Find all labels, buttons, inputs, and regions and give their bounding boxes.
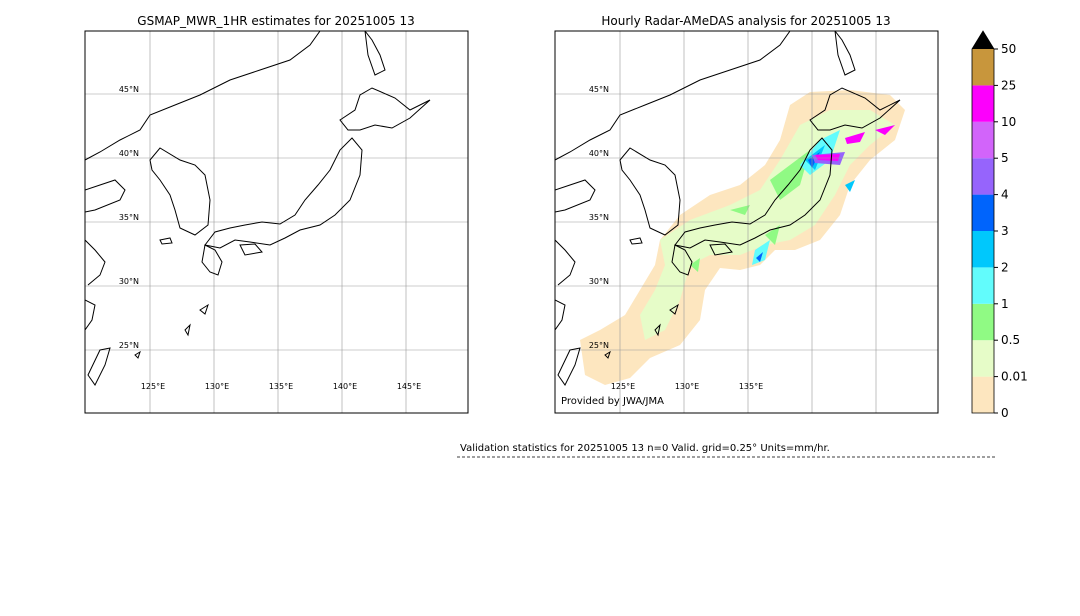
validation-text: Validation statistics for 20251005 13 n=…	[460, 443, 830, 454]
precip-areas	[580, 90, 905, 385]
colorbar-label: 3	[1001, 224, 1009, 238]
lon-label: 135°E	[269, 382, 293, 391]
lon-label: 125°E	[141, 382, 165, 391]
lon-label: 135°E	[739, 382, 763, 391]
lat-label: 45°N	[119, 85, 139, 94]
map-frame	[84, 30, 469, 414]
colorbar-extend	[972, 31, 994, 49]
colorbar-segment	[972, 340, 994, 377]
lat-label: 30°N	[119, 277, 139, 286]
colorbar-label: 5	[1001, 151, 1009, 165]
colorbar-segment	[972, 158, 994, 195]
lat-label: 25°N	[119, 341, 139, 350]
colorbar-outline	[971, 30, 995, 414]
left-labels: 45°N 40°N 35°N 30°N 25°N 125°E 130°E 135°E 140°E…	[119, 85, 421, 391]
colorbar-segment	[972, 194, 994, 231]
panel-title: GSMAP_MWR_1HR estimates for 20251005 13	[137, 14, 414, 28]
colorbar-label: 4	[1001, 188, 1009, 202]
lat-label: 35°N	[589, 213, 609, 222]
lat-label: 35°N	[119, 213, 139, 222]
panel-title: Hourly Radar-AMeDAS analysis for 2025100…	[601, 14, 890, 28]
lat-label: 40°N	[589, 149, 609, 158]
colorbar-label: 2	[1001, 260, 1009, 274]
colorbar-segment	[972, 376, 994, 413]
credit: Provided by JWA/JMA	[561, 396, 664, 407]
colorbar-segment	[972, 231, 994, 268]
colorbar-label: 0.5	[1001, 333, 1020, 347]
colorbar-label: 0	[1001, 406, 1009, 420]
colorbar-label: 10	[1001, 115, 1016, 129]
colorbar-label: 25	[1001, 78, 1016, 92]
colorbar-segment	[972, 303, 994, 341]
left-map	[85, 31, 468, 413]
lon-label: 145°E	[397, 382, 421, 391]
lat-label: 45°N	[589, 85, 609, 94]
lon-label: 140°E	[333, 382, 357, 391]
lat-label: 40°N	[119, 149, 139, 158]
right-map	[555, 31, 938, 413]
colorbar-label: 50	[1001, 42, 1016, 56]
lon-label: 130°E	[675, 382, 699, 391]
right-labels: 45°N 40°N 35°N 30°N 25°N 125°E 130°E 135°E	[589, 85, 763, 391]
map-frame	[554, 30, 939, 414]
lon-label: 125°E	[611, 382, 635, 391]
colorbar-segment	[972, 121, 994, 159]
colorbar-label: 1	[1001, 297, 1009, 311]
colorbar-label: 0.01	[1001, 370, 1028, 384]
colorbar-segment	[972, 85, 994, 122]
colorbar-segment	[972, 267, 994, 304]
lat-label: 25°N	[589, 341, 609, 350]
lat-label: 30°N	[589, 277, 609, 286]
colorbar: 0 0.01 0.5 1 2 3 4 5 10 25 50	[971, 30, 1028, 420]
colorbar-segment	[972, 49, 994, 86]
lon-label: 130°E	[205, 382, 229, 391]
